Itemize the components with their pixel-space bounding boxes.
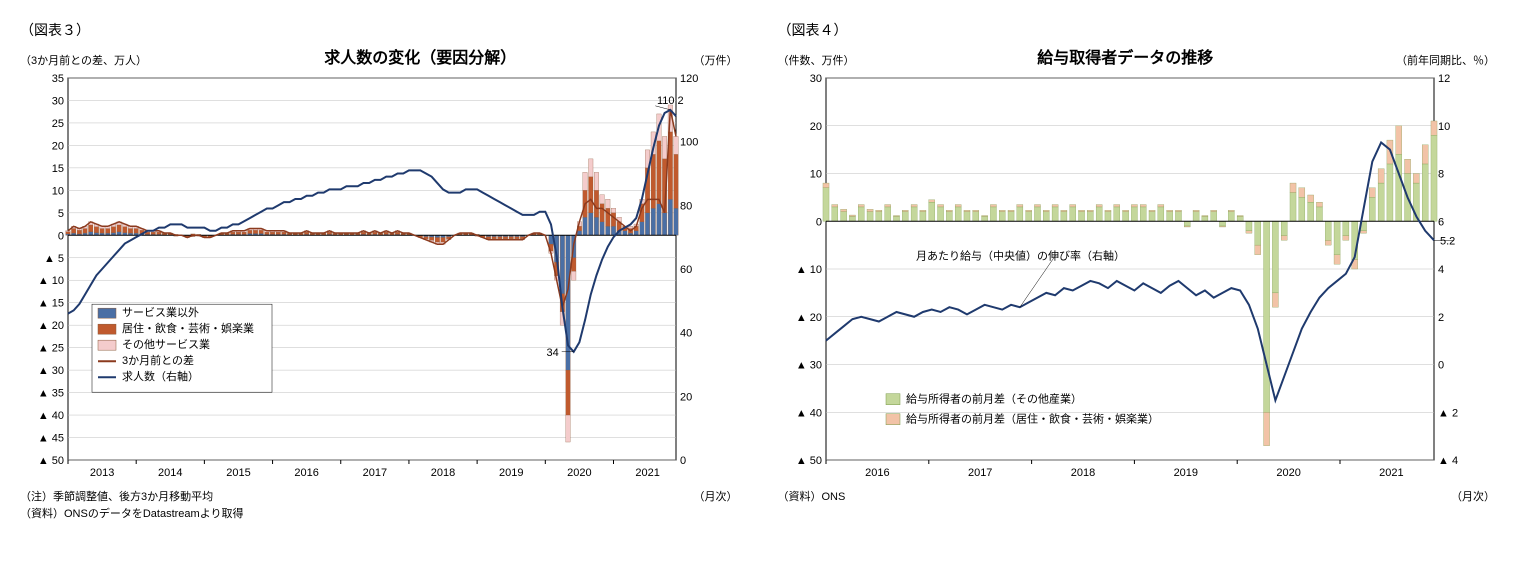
chart3-right-axis-label: （万件） <box>694 52 738 68</box>
chart4-title: 給与取得者データの推移 <box>855 44 1397 68</box>
chart4-block: （図表４） （件数、万件） 給与取得者データの推移 （前年同期比、％） 3020… <box>778 20 1496 523</box>
chart3-footnote2: （資料）ONSのデータをDatastreamより取得 <box>20 507 243 522</box>
svg-text:▲ 40: ▲ 40 <box>38 410 64 422</box>
svg-text:▲ 45: ▲ 45 <box>38 433 64 445</box>
svg-text:2015: 2015 <box>226 467 250 479</box>
svg-text:2020: 2020 <box>567 467 591 479</box>
svg-text:4: 4 <box>1438 264 1444 276</box>
svg-text:2018: 2018 <box>1070 467 1094 479</box>
chart4-xaxis-label: （月次） <box>1451 488 1495 504</box>
svg-text:3か月前との差: 3か月前との差 <box>122 353 194 367</box>
svg-text:30: 30 <box>809 73 821 85</box>
svg-text:10: 10 <box>809 169 821 181</box>
svg-text:▲ 2: ▲ 2 <box>1438 407 1458 419</box>
svg-text:▲ 50: ▲ 50 <box>38 455 64 467</box>
svg-text:給与所得者の前月差（居住・飲食・芸術・娯楽業）: 給与所得者の前月差（居住・飲食・芸術・娯楽業） <box>906 412 1159 426</box>
svg-text:2017: 2017 <box>363 467 387 479</box>
svg-text:2021: 2021 <box>635 467 659 479</box>
svg-text:給与所得者の前月差（その他産業）: 給与所得者の前月差（その他産業） <box>906 392 1082 406</box>
svg-text:2014: 2014 <box>158 467 182 479</box>
svg-text:2020: 2020 <box>1276 467 1300 479</box>
svg-text:5.2: 5.2 <box>1440 235 1455 247</box>
svg-text:100: 100 <box>680 137 698 149</box>
svg-text:34: 34 <box>546 347 558 359</box>
chart3-xaxis-label: （月次） <box>694 488 738 504</box>
svg-text:2013: 2013 <box>90 467 114 479</box>
svg-text:25: 25 <box>52 118 64 130</box>
svg-text:2016: 2016 <box>294 467 318 479</box>
svg-text:2: 2 <box>1438 312 1444 324</box>
svg-text:30: 30 <box>52 95 64 107</box>
svg-text:0: 0 <box>815 216 821 228</box>
svg-text:▲ 25: ▲ 25 <box>38 343 64 355</box>
chart3-figure-label: （図表３） <box>20 20 738 40</box>
svg-text:0: 0 <box>1438 360 1444 372</box>
svg-text:5: 5 <box>58 208 64 220</box>
svg-text:2021: 2021 <box>1379 467 1403 479</box>
svg-text:80: 80 <box>680 200 692 212</box>
chart4-right-axis-label: （前年同期比、％） <box>1396 52 1495 68</box>
svg-text:▲ 10: ▲ 10 <box>38 275 64 287</box>
svg-text:▲ 50: ▲ 50 <box>795 455 821 467</box>
svg-text:8: 8 <box>1438 169 1444 181</box>
chart3-left-axis-label: （3か月前との差、万人） <box>20 52 147 68</box>
svg-text:▲ 20: ▲ 20 <box>795 312 821 324</box>
svg-text:10: 10 <box>1438 121 1450 133</box>
svg-text:110.2: 110.2 <box>657 95 684 107</box>
svg-text:6: 6 <box>1438 216 1444 228</box>
svg-text:120: 120 <box>680 73 698 85</box>
svg-text:▲ 10: ▲ 10 <box>795 264 821 276</box>
svg-text:▲ 35: ▲ 35 <box>38 388 64 400</box>
svg-text:▲ 4: ▲ 4 <box>1438 455 1458 467</box>
svg-text:▲ 15: ▲ 15 <box>38 298 64 310</box>
svg-text:60: 60 <box>680 264 692 276</box>
svg-text:サービス業以外: サービス業以外 <box>122 306 199 319</box>
svg-text:2018: 2018 <box>431 467 455 479</box>
svg-text:2017: 2017 <box>967 467 991 479</box>
svg-text:その他サービス業: その他サービス業 <box>122 338 210 351</box>
svg-text:▲ 40: ▲ 40 <box>795 407 821 419</box>
svg-text:▲ 30: ▲ 30 <box>38 365 64 377</box>
svg-text:求人数（右軸）: 求人数（右軸） <box>122 369 199 383</box>
chart4-svg: 3020100▲ 10▲ 20▲ 30▲ 40▲ 50121086420▲ 2▲… <box>778 68 1478 488</box>
svg-text:2016: 2016 <box>865 467 889 479</box>
svg-text:▲ 30: ▲ 30 <box>795 360 821 372</box>
svg-text:0: 0 <box>680 455 686 467</box>
svg-text:12: 12 <box>1438 73 1450 85</box>
svg-text:35: 35 <box>52 73 64 85</box>
svg-text:0: 0 <box>58 230 64 242</box>
chart4-footnote1: （資料）ONS <box>778 490 846 505</box>
svg-text:▲ 5: ▲ 5 <box>44 253 64 265</box>
svg-text:40: 40 <box>680 328 692 340</box>
chart4-figure-label: （図表４） <box>778 20 1496 40</box>
svg-text:10: 10 <box>52 185 64 197</box>
chart3-block: （図表３） （3か月前との差、万人） 求人数の変化（要因分解） （万件） 35 3… <box>20 20 738 523</box>
chart3-svg: 35302520151050▲ 5▲ 10▲ 15▲ 20▲ 25▲ 30▲ 3… <box>20 68 720 488</box>
chart3-footnote1: （注）季節調整値、後方3か月移動平均 <box>20 490 243 505</box>
chart4-left-axis-label: （件数、万件） <box>778 52 855 68</box>
svg-text:20: 20 <box>809 121 821 133</box>
svg-text:20: 20 <box>680 391 692 403</box>
svg-text:2019: 2019 <box>1173 467 1197 479</box>
svg-text:2019: 2019 <box>499 467 523 479</box>
svg-text:20: 20 <box>52 140 64 152</box>
chart3-title: 求人数の変化（要因分解） <box>147 44 693 68</box>
svg-text:▲ 20: ▲ 20 <box>38 320 64 332</box>
svg-text:居住・飲食・芸術・娯楽業: 居住・飲食・芸術・娯楽業 <box>122 321 254 335</box>
svg-text:月あたり給与（中央値）の伸び率（右軸）: 月あたり給与（中央値）の伸び率（右軸） <box>916 248 1125 262</box>
svg-text:15: 15 <box>52 163 64 175</box>
